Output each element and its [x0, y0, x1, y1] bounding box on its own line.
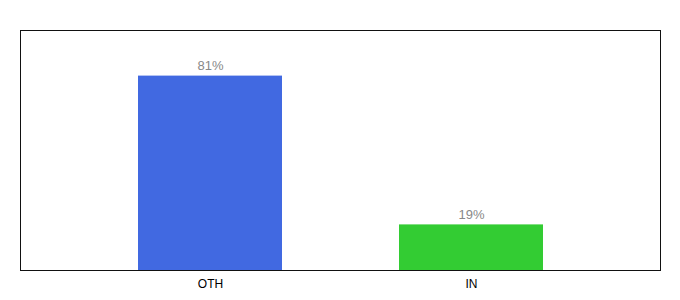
svg-text:IN: IN	[466, 277, 478, 291]
svg-text:19%: 19%	[458, 207, 484, 222]
svg-text:OTH: OTH	[198, 277, 223, 291]
svg-text:81%: 81%	[197, 58, 223, 73]
